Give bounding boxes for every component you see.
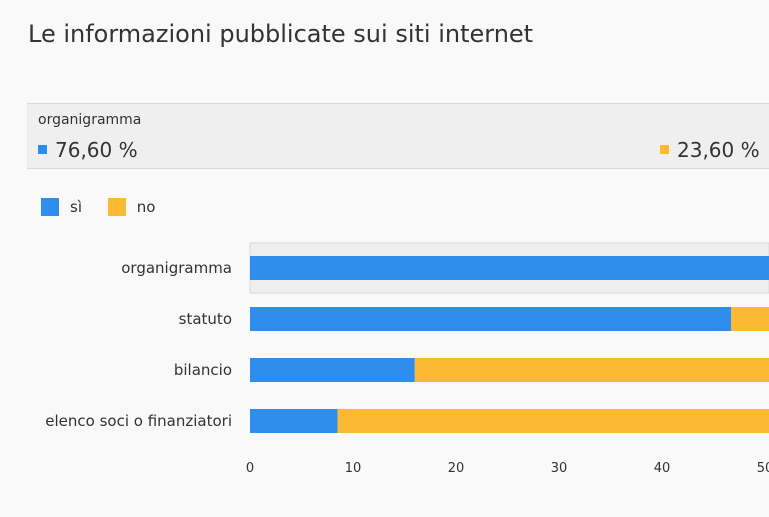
category-label: bilancio [174, 361, 232, 379]
x-tick-label: 30 [551, 461, 568, 476]
tooltip-no-text: 23,60 % [677, 138, 760, 162]
bar-no[interactable] [337, 409, 769, 433]
category-label: organigramma [121, 259, 232, 277]
legend-si-swatch-icon [41, 198, 59, 216]
legend-si-label: sì [70, 198, 82, 216]
bar-si[interactable] [250, 358, 415, 382]
tooltip-si-text: 76,60 % [55, 138, 138, 162]
chart-legend: sì no [41, 198, 176, 220]
bar-no[interactable] [731, 307, 769, 331]
chart-title: Le informazioni pubblicate sui siti inte… [28, 20, 534, 48]
x-tick-label: 20 [448, 461, 465, 476]
legend-item-si[interactable]: sì [41, 198, 82, 216]
hover-tooltip: organigramma 76,60 % 23,60 % [27, 103, 769, 169]
tooltip-no-value: 23,60 % [660, 138, 760, 162]
tooltip-si-value: 76,60 % [38, 138, 138, 162]
legend-no-label: no [136, 198, 156, 216]
si-swatch-icon [38, 145, 47, 154]
legend-no-swatch-icon [107, 198, 126, 216]
bar-si[interactable] [250, 307, 732, 331]
bar-no[interactable] [414, 358, 769, 382]
no-swatch-icon [660, 145, 669, 154]
tooltip-category: organigramma [38, 112, 142, 128]
x-tick-label: 40 [654, 461, 671, 476]
x-tick-label: 50 [757, 461, 769, 476]
x-tick-label: 0 [246, 461, 254, 476]
category-label: elenco soci o finanziatori [45, 412, 232, 430]
bar-si[interactable] [250, 409, 338, 433]
legend-item-no[interactable]: no [107, 198, 156, 216]
category-label: statuto [179, 310, 232, 328]
bar-si[interactable] [250, 256, 769, 280]
x-tick-label: 10 [345, 461, 362, 476]
